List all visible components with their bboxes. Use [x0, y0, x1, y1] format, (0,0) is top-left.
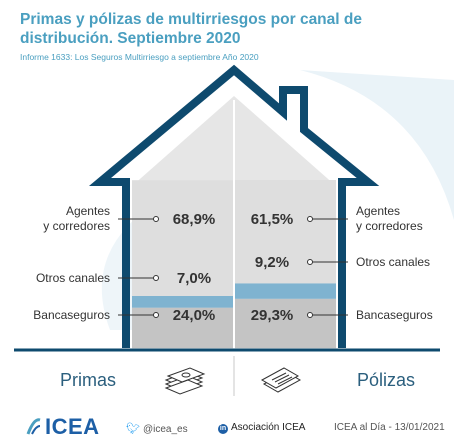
left-label-otros: Otros canales	[36, 271, 110, 285]
category-label-polizas: Pólizas	[357, 370, 415, 390]
bar-polizas-agentes	[234, 180, 336, 284]
bar-primas-banca	[132, 307, 234, 348]
bar-primas-otros	[132, 295, 234, 308]
right-label-banca: Bancaseguros	[356, 308, 433, 322]
icea-logo: ICEA	[26, 414, 100, 440]
twitter-handle[interactable]: 🐦︎ @icea_es	[126, 422, 188, 435]
twitter-handle-text: @icea_es	[142, 424, 188, 435]
linkedin-link[interactable]: in Asociación ICEA	[218, 422, 305, 434]
icea-logo-icon	[26, 416, 42, 436]
value-label-primas-banca: 24,0%	[173, 307, 216, 324]
footer-date: ICEA al Día - 13/01/2021	[334, 422, 445, 433]
twitter-icon: 🐦︎	[126, 423, 140, 435]
value-label-primas-otros: 7,0%	[177, 270, 211, 287]
value-label-polizas-agentes: 61,5%	[251, 211, 294, 228]
left-label-agentes-1: Agentes	[66, 204, 110, 218]
left-label-banca: Bancaseguros	[33, 308, 110, 322]
bar-polizas-banca	[234, 298, 336, 348]
leader-lines	[118, 218, 348, 316]
linkedin-text: Asociación ICEA	[231, 422, 306, 433]
footer: ICEA 🐦︎ @icea_es in Asociación ICEA ICEA a…	[0, 408, 454, 446]
chart-title: Primas y pólizas de multirriesgos por ca…	[20, 11, 362, 47]
right-label-agentes-2: y corredores	[356, 219, 423, 233]
value-label-polizas-otros: 9,2%	[255, 254, 289, 271]
bg-swoosh-right	[300, 70, 454, 220]
bars-group	[132, 180, 336, 348]
icea-logo-text: ICEA	[45, 414, 100, 439]
money-stack-icon	[164, 367, 206, 395]
left-label-agentes-2: y corredores	[43, 219, 110, 233]
bar-polizas-otros	[234, 283, 336, 299]
linkedin-icon: in	[218, 424, 228, 434]
bar-primas-agentes	[132, 180, 234, 296]
value-label-primas-agentes: 68,9%	[173, 211, 216, 228]
value-label-polizas-banca: 29,3%	[251, 307, 294, 324]
category-label-primas: Primas	[60, 370, 116, 390]
right-label-agentes-1: Agentes	[356, 204, 400, 218]
documents-icon	[260, 367, 302, 393]
right-label-otros: Otros canales	[356, 255, 430, 269]
chart-subtitle: Informe 1633: Los Seguros Multirriesgo a…	[20, 52, 259, 62]
leader-dots	[153, 216, 313, 318]
house-outline	[88, 64, 380, 348]
